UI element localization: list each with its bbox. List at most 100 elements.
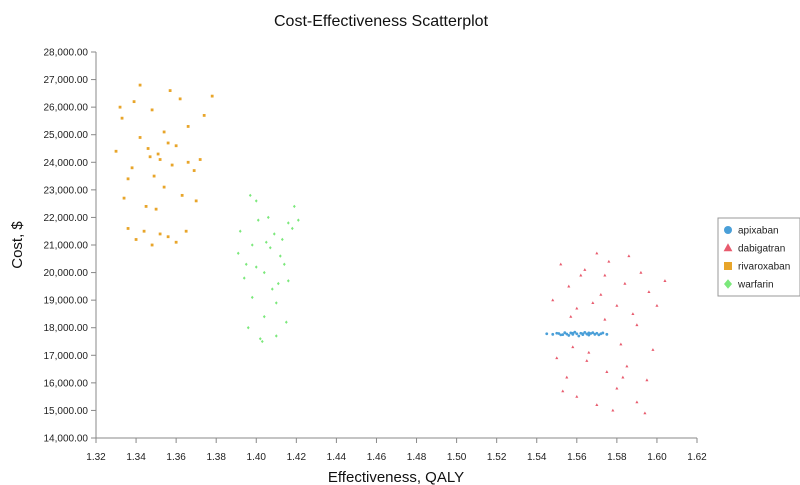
y-tick-label: 22,000.00: [44, 213, 89, 224]
warfarin-point: [274, 334, 278, 338]
x-axis-title: Effectiveness, QALY: [328, 469, 464, 485]
rivaroxaban-point: [202, 114, 206, 117]
rivaroxaban-point: [138, 83, 142, 87]
plot-area: [95, 52, 697, 439]
apixaban-point: [563, 331, 567, 335]
dabigatran-point: [611, 408, 615, 412]
warfarin-point: [292, 204, 296, 209]
rivaroxaban-point: [138, 136, 142, 139]
warfarin-point: [248, 193, 252, 198]
apixaban-point: [567, 334, 571, 337]
rivaroxaban-point: [186, 160, 190, 164]
apixaban-point: [565, 332, 569, 336]
rivaroxaban-point: [120, 116, 124, 120]
dabigatran-point: [587, 350, 591, 354]
x-tick-label: 1.60: [647, 452, 667, 463]
warfarin-point: [264, 240, 268, 244]
apixaban-point: [583, 331, 587, 334]
warfarin-point: [266, 215, 270, 220]
warfarin-point: [250, 243, 254, 247]
rivaroxaban-point: [154, 207, 158, 211]
dabigatran-point: [567, 284, 571, 288]
y-tick-label: 16,000.00: [44, 378, 89, 389]
apixaban-point: [551, 332, 555, 336]
rivaroxaban-point: [148, 155, 152, 159]
y-tick-label: 17,000.00: [44, 351, 89, 362]
dabigatran-point: [595, 251, 599, 255]
rivaroxaban-point: [122, 196, 126, 200]
rivaroxaban-point: [180, 193, 184, 197]
apixaban-point: [571, 331, 575, 335]
dabigatran-point: [575, 306, 579, 310]
x-tick-label: 1.54: [527, 452, 547, 463]
rivaroxaban-point: [162, 185, 166, 189]
warfarin-point: [286, 221, 290, 225]
x-tick-label: 1.48: [407, 452, 427, 463]
dabigatran-point: [627, 254, 631, 258]
dabigatran-point: [555, 356, 559, 360]
dabigatran-point: [623, 281, 627, 285]
y-tick-label: 23,000.00: [44, 185, 89, 196]
dabigatran-point: [635, 400, 639, 404]
apixaban-point: [575, 332, 579, 336]
dabigatran-point: [647, 290, 651, 293]
dabigatran-point: [635, 323, 639, 327]
dabigatran-point: [579, 273, 583, 277]
legend-label-apixaban: apixaban: [738, 226, 779, 237]
x-tick-label: 1.56: [567, 452, 587, 463]
dabigatran-point: [551, 298, 555, 302]
x-tick-label: 1.46: [367, 452, 387, 463]
warfarin-point: [268, 246, 272, 250]
apixaban-point: [605, 332, 609, 336]
dabigatran-point: [561, 389, 565, 393]
apixaban-point: [601, 331, 605, 335]
rivaroxaban-point: [146, 147, 150, 150]
rivaroxaban-point: [152, 174, 156, 178]
dabigatran-point: [559, 262, 563, 266]
dabigatran-point: [603, 317, 607, 321]
y-tick-label: 24,000.00: [44, 158, 89, 169]
dabigatran-point: [651, 348, 655, 351]
rivaroxaban-point: [150, 108, 154, 112]
dabigatran-point: [599, 292, 603, 296]
apixaban-point: [581, 332, 585, 336]
x-tick-label: 1.34: [126, 452, 146, 463]
dabigatran-point: [595, 403, 599, 407]
x-tick-label: 1.38: [206, 452, 226, 463]
y-tick-label: 27,000.00: [44, 75, 89, 86]
dabigatran-point: [569, 315, 573, 318]
dabigatran-point: [605, 370, 609, 373]
legend-label-dabigatran: dabigatran: [738, 244, 785, 255]
warfarin-point: [272, 232, 276, 236]
warfarin-point: [242, 276, 246, 280]
warfarin-point: [236, 251, 240, 255]
warfarin-legend-marker: [724, 279, 732, 289]
dabigatran-point: [631, 312, 635, 316]
rivaroxaban-point: [194, 199, 198, 203]
rivaroxaban-point: [114, 149, 118, 153]
dabigatran-point: [571, 345, 575, 349]
dabigatran-point: [565, 375, 569, 379]
warfarin-point: [276, 281, 280, 286]
rivaroxaban-point: [158, 232, 162, 236]
rivaroxaban-point: [158, 158, 162, 161]
rivaroxaban-point: [134, 238, 138, 241]
warfarin-point: [282, 262, 286, 266]
apixaban-point: [587, 331, 591, 335]
warfarin-point: [250, 295, 254, 300]
y-tick-label: 15,000.00: [44, 406, 89, 417]
rivaroxaban-point: [198, 158, 202, 161]
dabigatran-point: [583, 268, 587, 271]
rivaroxaban-point: [162, 130, 166, 134]
warfarin-point: [254, 199, 258, 203]
rivaroxaban-point: [174, 240, 178, 244]
y-tick-label: 19,000.00: [44, 296, 89, 307]
warfarin-point: [280, 237, 284, 242]
dabigatran-point: [643, 411, 647, 415]
apixaban-point: [591, 331, 595, 335]
warfarin-point: [244, 262, 248, 266]
rivaroxaban-point: [118, 105, 122, 109]
apixaban-point: [587, 333, 591, 337]
x-tick-label: 1.40: [247, 452, 267, 463]
